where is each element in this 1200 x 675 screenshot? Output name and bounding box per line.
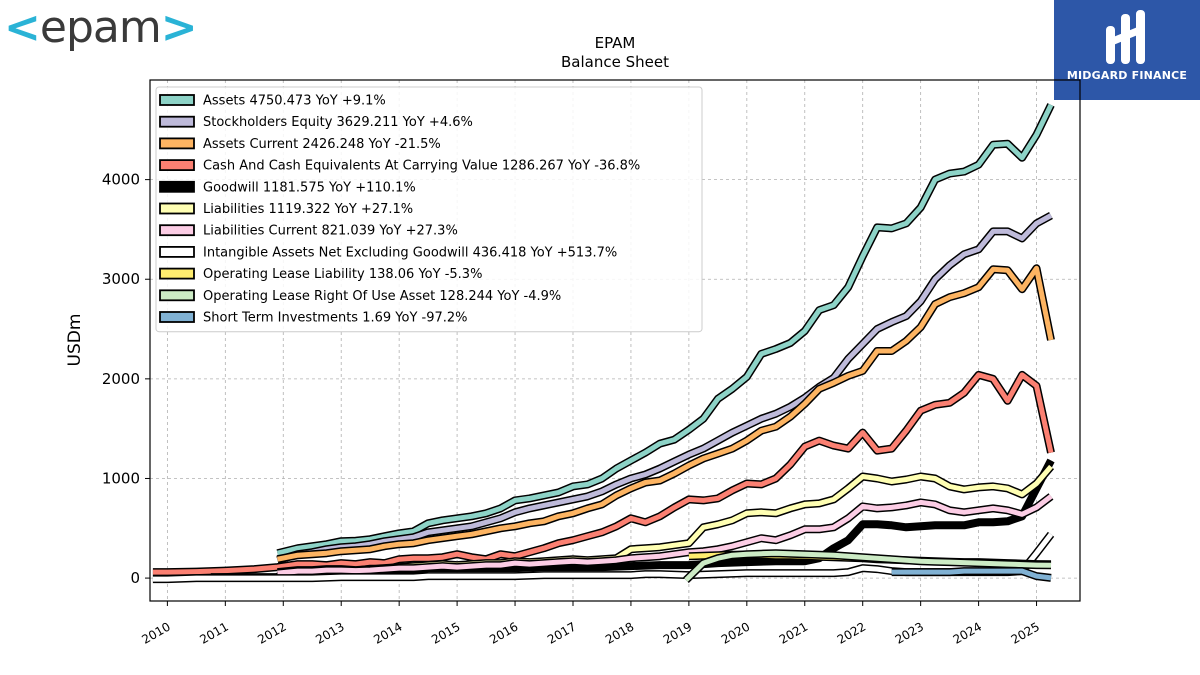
x-tick-label: 2013 xyxy=(313,619,346,646)
series-line-stockholders-equity xyxy=(276,213,1053,563)
legend-swatch xyxy=(159,137,195,150)
legend-swatch xyxy=(159,94,195,106)
series-line-operating-lease-right-of-use-asset xyxy=(684,550,1052,582)
series-line-liabilities-current xyxy=(277,494,1053,576)
chart-subtitle: Balance Sheet xyxy=(561,53,669,71)
y-axis-label: USDm xyxy=(65,314,85,367)
legend-label: Goodwill 1181.575 YoY +110.1% xyxy=(203,180,416,195)
legend-label: Assets Current 2426.248 YoY -21.5% xyxy=(203,137,441,152)
legend-label: Stockholders Equity 3629.211 YoY +4.6% xyxy=(203,115,473,130)
series-line-assets-current xyxy=(277,265,1054,562)
x-tick-label: 2011 xyxy=(197,619,230,646)
y-tick-label: 1000 xyxy=(102,469,140,487)
legend-swatch xyxy=(159,180,195,193)
y-tick-label: 0 xyxy=(130,569,140,587)
x-tick-label: 2019 xyxy=(661,619,694,646)
legend-swatch xyxy=(159,159,195,172)
legend-frame xyxy=(155,86,703,333)
legend-label: Short Term Investments 1.69 YoY -97.2% xyxy=(203,311,468,326)
legend: Assets 4750.473 YoY +9.1% Stockholders Eq… xyxy=(155,86,703,333)
legend-swatch xyxy=(159,289,195,302)
x-tick-label: 2016 xyxy=(487,619,520,646)
series-line-assets xyxy=(276,103,1054,556)
series-line-short-term-investments xyxy=(891,568,1052,581)
legend-label: Liabilities Current 821.039 YoY +27.3% xyxy=(203,224,458,239)
plot-area: 0 1000 2000 3000 4000 2010 2011 2012 2013 2014 201… xyxy=(102,79,1081,647)
x-tick-label: 2024 xyxy=(951,619,984,646)
legend-label: Operating Lease Liability 138.06 YoY -5.… xyxy=(203,267,482,282)
x-tick-label: 2014 xyxy=(371,619,404,646)
x-tick-label: 2025 xyxy=(1009,619,1042,646)
x-tick-label: 2010 xyxy=(139,619,172,646)
chart-title: EPAM xyxy=(595,34,636,52)
x-tick-label: 2020 xyxy=(719,619,752,646)
x-tick-label: 2023 xyxy=(893,619,926,646)
midgard-logo-icon xyxy=(1106,10,1145,64)
legend-swatch xyxy=(159,202,195,215)
legend-label: Intangible Assets Net Excluding Goodwill… xyxy=(203,245,617,260)
badge-label: MIDGARD FINANCE xyxy=(1066,69,1188,82)
legend-swatch xyxy=(159,267,195,280)
legend-swatch xyxy=(159,115,195,128)
x-tick-label: 2021 xyxy=(777,619,810,646)
x-tick-label: 2022 xyxy=(835,619,868,646)
y-tick-label: 2000 xyxy=(102,370,140,388)
y-tick-label: 4000 xyxy=(102,171,140,189)
x-tick-label: 2015 xyxy=(429,619,462,646)
x-tick-label: 2017 xyxy=(545,619,578,646)
legend-swatch xyxy=(159,245,195,258)
legend-label: Assets 4750.473 YoY +9.1% xyxy=(203,94,386,109)
plot-frame xyxy=(149,79,1081,602)
epam-logo: <epam> xyxy=(4,2,198,53)
midgard-finance-badge: MIDGARD FINANCE xyxy=(1054,0,1200,100)
legend-label: Cash And Cash Equivalents At Carrying Va… xyxy=(203,159,640,174)
legend-swatch xyxy=(159,311,195,323)
legend-label: Operating Lease Right Of Use Asset 128.2… xyxy=(203,289,561,304)
x-tick-label: 2012 xyxy=(255,619,288,646)
y-tick-label: 3000 xyxy=(102,270,140,288)
legend-label: Liabilities 1119.322 YoY +27.1% xyxy=(203,202,413,217)
x-tick-label: 2018 xyxy=(603,619,636,646)
legend-swatch xyxy=(159,224,195,237)
series-line-cash-and-cash-equivalents-at-carrying-value xyxy=(152,372,1054,575)
